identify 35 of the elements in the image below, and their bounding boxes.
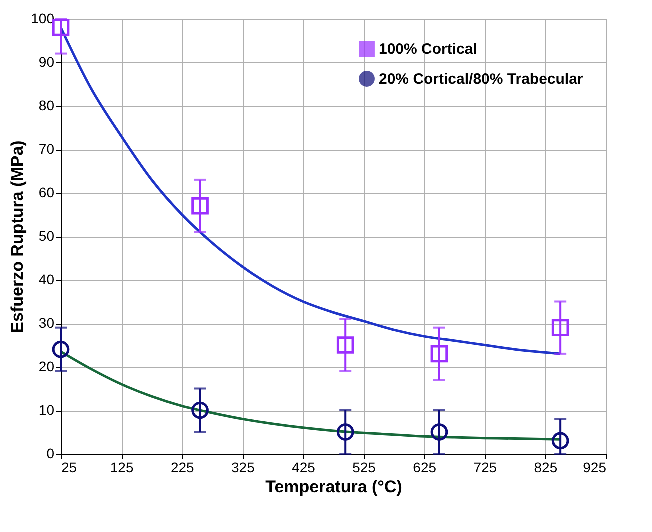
- legend-label: 20% Cortical/80% Trabecular: [379, 71, 584, 88]
- y-tick-label: 70: [38, 141, 55, 157]
- point: [52, 340, 70, 358]
- y-tick-label: 0: [46, 446, 55, 462]
- legend-label: 100% Cortical: [379, 41, 478, 58]
- y-tick-label: 10: [38, 402, 55, 418]
- y-tick-label: 80: [38, 98, 55, 114]
- point: [192, 197, 209, 215]
- y-tick-label: 30: [38, 315, 55, 331]
- y-tick-label: 90: [38, 54, 55, 70]
- y-tick-label: 20: [38, 358, 55, 374]
- x-tick-label: 725: [474, 460, 498, 476]
- line-series: [61, 350, 562, 441]
- y-axis-title: Esfuerzo Ruptura (MPa): [8, 140, 28, 334]
- point: [552, 432, 570, 450]
- x-tick-label: 25: [62, 460, 78, 476]
- x-tick-label: 225: [170, 460, 195, 476]
- point: [552, 319, 570, 337]
- x-tick-label: 625: [413, 460, 437, 476]
- x-tick-label: 125: [110, 460, 134, 476]
- point: [336, 336, 354, 354]
- x-axis-title: Temperatura (°C): [266, 478, 402, 496]
- x-tick-label: 525: [352, 460, 376, 476]
- x-tick-label: 925: [583, 460, 607, 476]
- x-tick-label: 325: [231, 460, 256, 476]
- x-tick-label: 425: [292, 460, 316, 476]
- y-tick-label: 60: [38, 184, 55, 200]
- y-tick-label: 40: [38, 272, 55, 288]
- point: [336, 424, 354, 441]
- point: [430, 345, 448, 363]
- point: [430, 424, 448, 441]
- point: [52, 19, 70, 36]
- x-tick-label: 825: [534, 460, 558, 476]
- point: [192, 402, 209, 420]
- y-tick-label: 50: [38, 228, 55, 244]
